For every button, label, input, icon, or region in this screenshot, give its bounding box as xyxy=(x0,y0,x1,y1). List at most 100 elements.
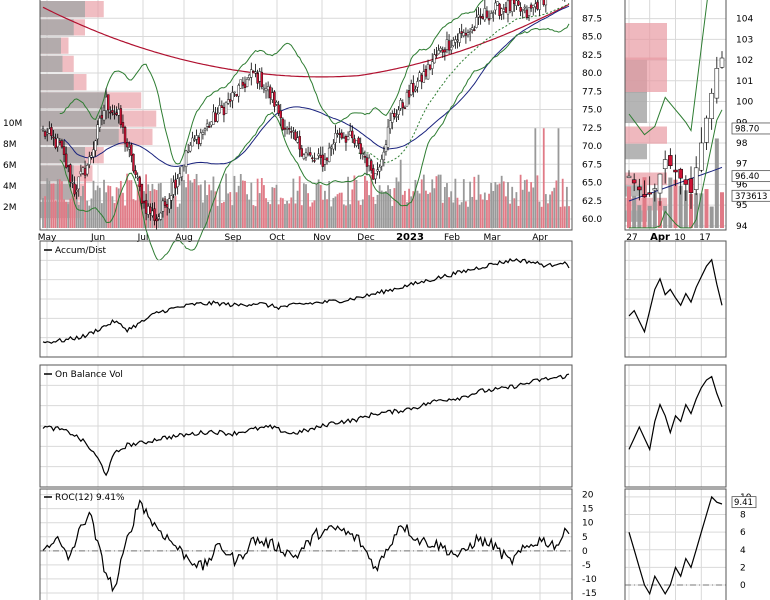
zoom-bollinger-lower xyxy=(629,109,723,229)
price-tick-label: 70.0 xyxy=(582,142,602,152)
volume-bar xyxy=(376,194,379,228)
roc-legend: ROC(12) 9.41% xyxy=(55,493,125,503)
zoom-tick-label: 100 xyxy=(736,98,753,108)
volume-bar xyxy=(94,190,97,228)
zoom-candle-body xyxy=(637,186,642,191)
candle-body xyxy=(519,7,522,12)
volume-bar xyxy=(42,197,44,228)
volume-bar xyxy=(79,196,82,228)
volume-bar xyxy=(187,174,190,228)
candle-body xyxy=(403,107,407,109)
volume-bar xyxy=(544,194,547,228)
candle-body xyxy=(374,173,377,180)
volume-bar xyxy=(191,182,194,228)
candle-body xyxy=(46,132,49,135)
volume-bar xyxy=(458,204,461,228)
candle-body xyxy=(275,101,278,105)
volume-bar xyxy=(220,202,223,228)
candle-body xyxy=(140,183,144,204)
volume-bar xyxy=(54,200,57,228)
volume-bar xyxy=(494,182,497,228)
volume-bar xyxy=(214,191,217,228)
obv-frame xyxy=(39,364,573,488)
volume-bar xyxy=(435,176,438,228)
volume-bar xyxy=(410,196,413,228)
candle-body xyxy=(285,127,289,130)
candle-body xyxy=(125,142,129,148)
candle-body xyxy=(277,104,280,114)
volume-bar xyxy=(475,199,478,228)
price-tick-label: 80.0 xyxy=(582,69,602,79)
candle-body xyxy=(370,160,373,171)
candle-body xyxy=(405,92,409,107)
volume-bar xyxy=(210,190,213,228)
candle-body xyxy=(393,113,396,117)
candle-body xyxy=(290,131,293,133)
candle-body xyxy=(363,156,367,158)
candle-body xyxy=(504,7,508,13)
candle-body xyxy=(334,133,337,144)
zoom-tick-label: 96 xyxy=(736,180,748,190)
candle-body xyxy=(203,128,207,131)
candle-body xyxy=(73,183,76,195)
candle-body xyxy=(517,0,520,6)
volume-bar xyxy=(284,203,286,228)
volume-bar xyxy=(368,195,371,228)
volume-bar xyxy=(502,181,505,228)
volume-bar xyxy=(357,200,360,228)
candle-body xyxy=(224,102,228,114)
volume-bar xyxy=(178,203,181,228)
zoom-price-frame xyxy=(624,0,727,231)
volume-bar xyxy=(313,200,316,228)
price-tick-label: 82.5 xyxy=(582,51,602,61)
candle-body xyxy=(250,69,253,78)
zoom-candle-body xyxy=(709,92,714,119)
volume-bar xyxy=(425,190,427,228)
candle-body xyxy=(473,29,476,31)
volume-bar xyxy=(397,181,400,228)
volume-bar xyxy=(294,203,297,228)
volume-bar xyxy=(254,206,257,228)
candle-body xyxy=(538,0,541,10)
volume-bar xyxy=(231,205,234,228)
volume-bar xyxy=(488,193,490,228)
candle-body xyxy=(494,2,497,11)
accum-dist-legend: Accum/Dist xyxy=(55,246,107,256)
zoom-candle-body xyxy=(704,117,709,143)
volume-bar xyxy=(496,184,499,228)
candle-body xyxy=(107,94,110,111)
zoom-volume-bar xyxy=(668,177,673,228)
volume-bar xyxy=(431,179,434,228)
volume-bar xyxy=(498,183,501,228)
candle-body xyxy=(508,0,512,11)
volume-bar xyxy=(361,199,364,228)
candle-body xyxy=(357,137,360,144)
volume-bar xyxy=(370,174,373,228)
candle-body xyxy=(521,9,524,11)
candle-body xyxy=(157,216,160,219)
roc-value-tag-box xyxy=(731,496,757,509)
volume-bar xyxy=(353,175,356,228)
zoom-candle-body xyxy=(642,194,647,198)
volume-bar xyxy=(452,202,455,228)
candle-body xyxy=(412,83,415,93)
candle-body xyxy=(212,111,215,125)
volume-bar xyxy=(328,180,331,228)
volume-bar xyxy=(189,180,192,228)
zoom-roc-tick-label: 6 xyxy=(740,528,746,538)
candle-body xyxy=(41,128,45,131)
volume-bar xyxy=(443,186,446,228)
candle-body xyxy=(439,47,442,51)
volume-bar xyxy=(336,194,339,228)
obv-line xyxy=(42,373,570,477)
volume-tick-label: 10M xyxy=(3,119,22,129)
volume-bar xyxy=(164,198,166,228)
candle-body xyxy=(94,140,97,151)
volume-bar xyxy=(551,191,554,228)
zoom-roc-tick-label: 8 xyxy=(740,511,746,521)
volume-bar xyxy=(557,128,560,228)
candle-body xyxy=(456,39,459,42)
candle-body xyxy=(210,121,213,126)
candle-body xyxy=(56,137,59,148)
